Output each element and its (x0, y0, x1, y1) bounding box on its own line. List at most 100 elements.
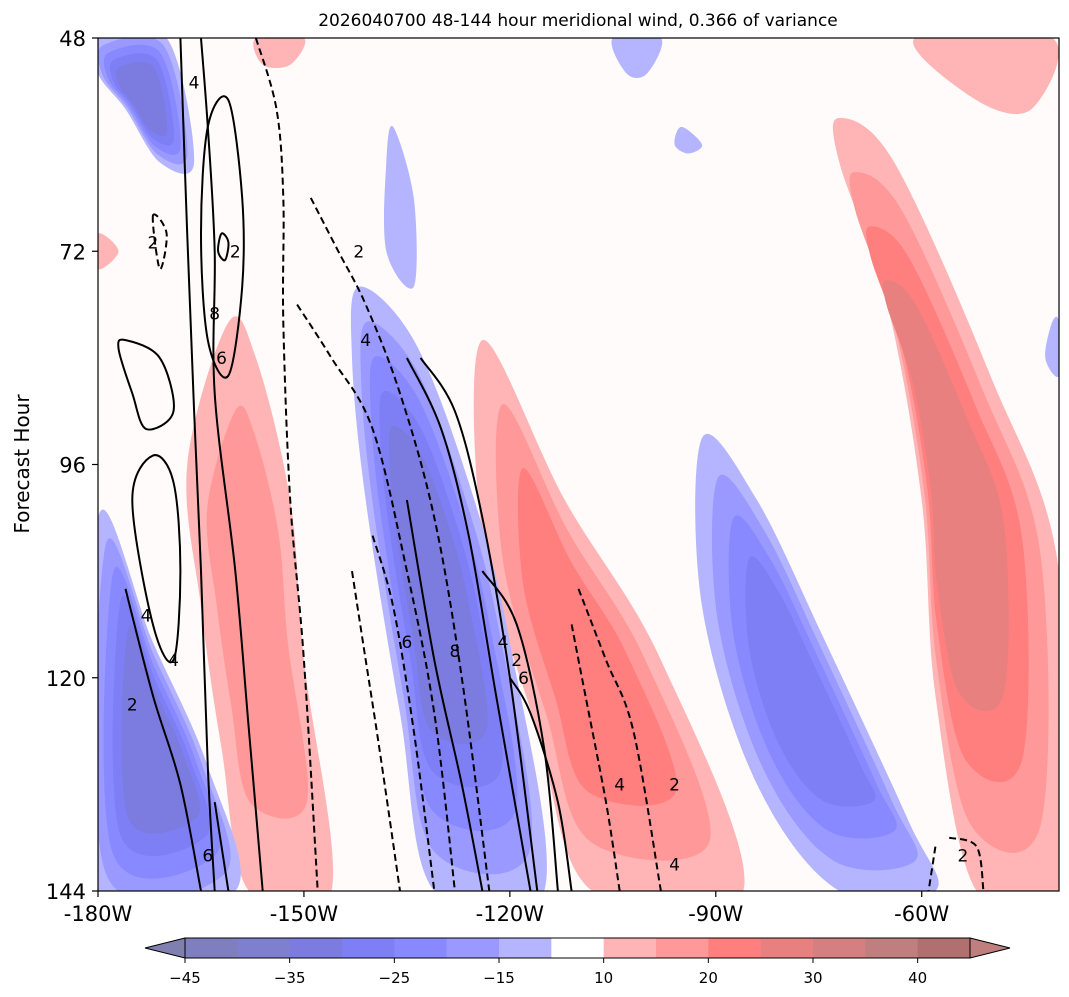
positive-contour-line-10 (419, 357, 539, 891)
negative-contour-line-15 (309, 197, 491, 891)
colorbar-segment-10 (656, 938, 709, 958)
negative-contour-line-14 (254, 38, 319, 891)
colorbar-segment-7 (499, 938, 552, 958)
negative-contour-line-19 (151, 213, 168, 271)
colorbar-segment-13 (813, 938, 866, 958)
positive-contour-line-12 (481, 570, 559, 891)
colorbar-segment-5 (394, 938, 448, 958)
y-tick-label-4: 120 (46, 667, 86, 691)
positive-band-5-level-10 (913, 38, 1059, 114)
contour-lines (117, 38, 985, 891)
y-tick-label-5: 144 (46, 880, 86, 904)
positive-contour-line-11 (405, 499, 484, 891)
negative-contour-line-23 (927, 846, 937, 891)
x-tick-label-5: -60W (894, 902, 949, 926)
positive-contour-line-2 (200, 38, 264, 891)
y-tick-label-1: 48 (59, 27, 86, 51)
contour-label-6: 2 (353, 242, 364, 262)
negative-band-5-level-15 (383, 125, 417, 289)
y-tick-label-2: 72 (59, 240, 86, 264)
negative-contour-line-16 (296, 304, 456, 891)
negative-band-6-level-15 (611, 38, 663, 78)
negative-contour-line-17 (371, 535, 436, 891)
negative-band-1-level-35 (115, 61, 168, 136)
x-tick-label-3: -120W (476, 902, 545, 926)
x-tick-label-4: -90W (688, 902, 743, 926)
colorbar-segment-2 (237, 938, 291, 958)
colorbar-segment-4 (342, 938, 395, 958)
negative-band-4-level-30 (745, 556, 876, 807)
contour-label-10: 2 (127, 695, 138, 715)
colorbar-segment-15 (917, 938, 971, 958)
colorbar-tick-label-3: −25 (379, 969, 411, 987)
positive-band-1-level-15 (206, 405, 308, 819)
contour-label-7: 4 (360, 331, 371, 351)
colorbar-tick-label-8: 40 (908, 969, 927, 987)
contour-label-16: 6 (518, 669, 529, 689)
negative-band-2-level-35 (388, 425, 488, 744)
y-axis: 48 72 96 120 144 (46, 27, 98, 904)
negative-contour-line-21 (570, 624, 621, 891)
positive-contour-line-8 (213, 801, 230, 891)
contour-label-8: 4 (141, 607, 152, 627)
colorbar-tick-label-4: −15 (483, 969, 515, 987)
positive-contour-line-4 (217, 232, 230, 262)
colorbar-tick-label-2: −35 (274, 969, 306, 987)
colorbar-frame (184, 937, 971, 959)
colorbar-segment-14 (865, 938, 919, 958)
positive-contour-line-3 (199, 95, 245, 379)
colorbar-segment-3 (289, 938, 343, 958)
contour-label-20: 2 (957, 846, 968, 866)
contour-label-4: 6 (216, 349, 227, 369)
colorbar-tick-label-6: 20 (699, 969, 718, 987)
filled-contours (98, 38, 1059, 891)
x-axis: -180W -150W -120W -90W -60W (64, 891, 949, 926)
contour-label-19: 4 (669, 855, 680, 875)
negative-contour-line-22 (948, 836, 985, 891)
positive-band-6-level-10 (98, 233, 119, 270)
contour-label-5: 2 (230, 242, 241, 262)
x-tick-label-1: -180W (64, 902, 133, 926)
colorbar-segment-1 (185, 938, 238, 958)
contour-label-3: 8 (209, 304, 220, 324)
colorbar-segment-6 (446, 938, 500, 958)
positive-contour-line-5 (117, 338, 175, 431)
colorbar-tick-label-7: 30 (803, 969, 822, 987)
colorbar: −45 −35 −25 −15 10 20 30 40 (144, 937, 1011, 987)
positive-band-3-level-25 (882, 280, 1009, 712)
chart-title: 2026040700 48-144 hour meridional wind, … (318, 11, 838, 31)
colorbar-segment-12 (760, 938, 814, 958)
negative-contour-line-20 (577, 588, 662, 891)
contour-label-17: 4 (614, 775, 625, 795)
x-tick-label-2: -150W (270, 902, 339, 926)
positive-contour-line-6 (131, 454, 182, 664)
colorbar-segment-9 (603, 938, 657, 958)
negative-contour-line-18 (351, 570, 401, 891)
contour-label-13: 8 (450, 642, 461, 662)
positive-contour-line-1 (179, 38, 216, 891)
colorbar-tick-label-1: −45 (169, 969, 201, 987)
positive-contour-line-7 (124, 588, 202, 891)
colorbar-segment-11 (708, 938, 762, 958)
contour-label-12: 6 (401, 633, 412, 653)
positive-band-2-level-20 (517, 467, 677, 806)
positive-contour-line-13 (509, 677, 573, 891)
contour-label-2: 2 (148, 233, 159, 253)
y-tick-label-3: 96 (59, 454, 86, 478)
contour-label-14: 4 (498, 633, 509, 653)
contour-label-18: 2 (669, 775, 680, 795)
contour-label-9: 4 (168, 651, 179, 671)
positive-band-4-level-10 (253, 38, 306, 68)
colorbar-segment-8 (551, 938, 605, 958)
colorbar-tick-label-5: 10 (594, 969, 613, 987)
contour-label-1: 4 (189, 73, 200, 93)
negative-band-7-level-15 (674, 126, 703, 154)
positive-contour-line-9 (405, 357, 532, 891)
contour-label-11: 6 (202, 846, 213, 866)
negative-band-8-level-15 (1045, 316, 1059, 377)
y-axis-label: Forecast Hour (10, 394, 34, 534)
contour-label-15: 2 (511, 651, 522, 671)
